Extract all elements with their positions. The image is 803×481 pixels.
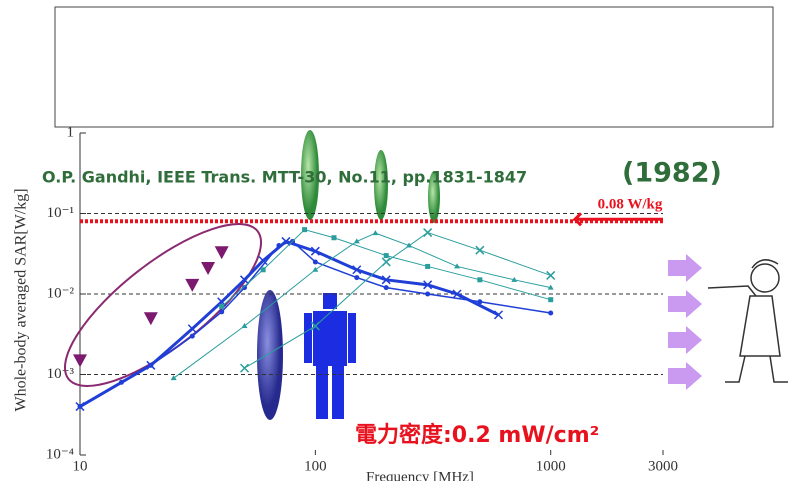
marker	[119, 380, 124, 385]
marker	[476, 246, 484, 254]
marker	[312, 267, 318, 272]
series-line	[80, 241, 498, 406]
x-axis-label: Frequency [MHz]	[366, 469, 474, 481]
marker	[313, 259, 318, 264]
marker	[219, 309, 224, 314]
x-tick-label: 100	[304, 458, 327, 474]
marker	[384, 253, 389, 258]
highlight-ellipse	[43, 198, 284, 412]
x-tick-label: 10	[73, 458, 88, 474]
marker	[425, 292, 430, 297]
y-tick-label: 10⁻¹	[47, 205, 74, 221]
threshold-arrow	[575, 213, 663, 225]
y-tick-label: 1	[67, 124, 75, 140]
marker	[477, 299, 482, 304]
threshold-label: 0.08 W/kg	[598, 197, 663, 213]
marker	[477, 277, 482, 282]
marker	[354, 275, 359, 280]
marker	[548, 297, 553, 302]
marker	[384, 285, 389, 290]
marker	[302, 227, 307, 232]
marker	[372, 230, 378, 235]
title-box	[55, 7, 773, 127]
marker	[144, 312, 158, 325]
chart: 10⁻⁴10⁻³10⁻²10⁻¹11010010003000Frequency …	[0, 0, 803, 481]
citation-year: (1982)	[622, 158, 722, 189]
marker	[219, 304, 224, 309]
marker	[171, 375, 177, 380]
marker	[382, 258, 390, 266]
marker	[424, 229, 432, 237]
body-ellipse	[257, 290, 283, 420]
y-tick-label: 10⁻⁴	[46, 446, 74, 462]
marker	[185, 279, 199, 292]
x-tick-label: 3000	[648, 458, 678, 474]
marker	[547, 271, 555, 279]
marker	[78, 404, 83, 409]
series-line	[245, 233, 551, 369]
power-density: 電力密度:0.2 mW/cm²	[355, 422, 599, 448]
x-tick-label: 1000	[536, 458, 566, 474]
marker	[261, 267, 266, 272]
wave-arrows	[668, 254, 702, 390]
citation: O.P. Gandhi, IEEE Trans. MTT-30, No.11, …	[42, 168, 527, 187]
marker	[425, 264, 430, 269]
marker	[331, 235, 336, 240]
marker	[548, 311, 553, 316]
marker	[215, 246, 229, 259]
marker	[73, 354, 87, 367]
marker	[190, 334, 195, 339]
marker	[276, 243, 281, 248]
pointing-man	[708, 260, 788, 382]
human-model	[304, 293, 356, 419]
y-axis-label: Whole-body averaged SAR[W/kg]	[13, 188, 30, 411]
marker	[241, 364, 249, 372]
y-tick-label: 10⁻²	[47, 285, 75, 301]
marker	[201, 262, 215, 275]
marker	[148, 363, 153, 368]
marker	[188, 325, 196, 333]
